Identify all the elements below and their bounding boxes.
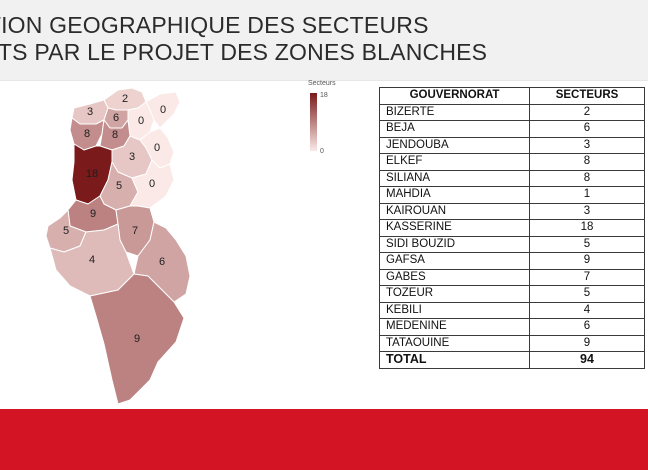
- secteurs-cell: 5: [529, 285, 645, 303]
- gouvernorat-cell: ELKEF: [379, 153, 530, 171]
- region-value-label: 3: [87, 106, 93, 118]
- table-row: MAHDIA 1: [379, 186, 645, 204]
- table-body: BIZERTE 2 BEJA 6 JENDOUBA 3 ELKEF 8 SILIANA 8 MAHD…: [379, 103, 645, 352]
- region-value-label: 6: [113, 112, 119, 124]
- table-row: JENDOUBA 3: [379, 136, 645, 154]
- slide-header: TITION GEOGRAPHIQUE DES SECTEURS ERTS PA…: [0, 0, 648, 80]
- region-value-label: 3: [129, 151, 135, 163]
- table-row: KAIROUAN 3: [379, 202, 645, 220]
- tunisia-choropleth-map: 2 6 3 8 8 0 0 0 3 18 5 0 9 5 7 4 6 9 Secteurs 18 0: [0, 80, 376, 410]
- legend-min-label: 0: [320, 148, 324, 155]
- table-row: KEBILI 4: [379, 301, 645, 319]
- gouvernorat-cell: TATAOUINE: [379, 334, 530, 352]
- legend-max-label: 18: [320, 92, 328, 99]
- region-value-label: 0: [160, 104, 166, 116]
- table-row: MEDENINE 6: [379, 318, 645, 336]
- table-header-row: GOUVERNORAT SECTEURS: [379, 87, 645, 105]
- title-line-1: TITION GEOGRAPHIQUE DES SECTEURS: [0, 12, 429, 38]
- gouvernorat-cell: BIZERTE: [379, 103, 530, 121]
- slide-title: TITION GEOGRAPHIQUE DES SECTEURS ERTS PA…: [0, 12, 487, 66]
- region-value-label: 6: [159, 256, 165, 268]
- secteurs-table: GOUVERNORAT SECTEURS BIZERTE 2 BEJA 6 JENDOU…: [379, 87, 645, 369]
- table-row: SILIANA 8: [379, 169, 645, 187]
- secteurs-cell: 9: [529, 252, 645, 270]
- region-tataouine[interactable]: [89, 273, 185, 405]
- secteurs-cell: 6: [529, 318, 645, 336]
- gouvernorat-cell: MEDENINE: [379, 318, 530, 336]
- column-header-gouvernorat: GOUVERNORAT: [379, 87, 530, 105]
- region-sfax[interactable]: [129, 159, 175, 209]
- table-row: ELKEF 8: [379, 153, 645, 171]
- region-elkef[interactable]: [69, 117, 105, 151]
- header-divider: [0, 80, 648, 81]
- secteurs-cell: 3: [529, 202, 645, 220]
- gouvernorat-cell: SIDI BOUZID: [379, 235, 530, 253]
- table-row: BIZERTE 2: [379, 103, 645, 121]
- region-value-label: 8: [84, 128, 90, 140]
- table-total-row: TOTAL 94: [379, 351, 645, 369]
- region-value-label: 4: [89, 254, 95, 266]
- region-value-label: 18: [86, 168, 98, 180]
- map-legend: Secteurs 18 0: [308, 80, 336, 155]
- title-line-2: ERTS PAR LE PROJET DES ZONES BLANCHES: [0, 39, 488, 65]
- secteurs-cell: 18: [529, 219, 645, 237]
- gouvernorat-cell: MAHDIA: [379, 186, 530, 204]
- secteurs-cell: 2: [529, 103, 645, 121]
- table-row: GABES 7: [379, 268, 645, 286]
- region-value-label: 2: [122, 93, 128, 105]
- column-header-secteurs: SECTEURS: [529, 87, 645, 105]
- secteurs-cell: 8: [529, 153, 645, 171]
- gouvernorat-cell: KAIROUAN: [379, 202, 530, 220]
- footer-band: [0, 409, 648, 470]
- region-value-label: 8: [112, 129, 118, 141]
- gouvernorat-cell: GABES: [379, 268, 530, 286]
- total-label: TOTAL: [379, 351, 530, 369]
- region-value-label: 5: [116, 180, 122, 192]
- gouvernorat-cell: KASSERINE: [379, 219, 530, 237]
- table-row: TOZEUR 5: [379, 285, 645, 303]
- table-row: SIDI BOUZID 5: [379, 235, 645, 253]
- region-value-label: 5: [63, 225, 69, 237]
- table-row: BEJA 6: [379, 120, 645, 138]
- secteurs-cell: 4: [529, 301, 645, 319]
- region-value-label: 0: [138, 115, 144, 127]
- secteurs-cell: 1: [529, 186, 645, 204]
- legend-title: Secteurs: [308, 80, 336, 87]
- secteurs-cell: 5: [529, 235, 645, 253]
- secteurs-cell: 8: [529, 169, 645, 187]
- table-row: GAFSA 9: [379, 252, 645, 270]
- region-value-label: 0: [154, 142, 160, 154]
- secteurs-cell: 3: [529, 136, 645, 154]
- secteurs-cell: 7: [529, 268, 645, 286]
- secteurs-cell: 6: [529, 120, 645, 138]
- legend-gradient-bar: [310, 93, 317, 151]
- table-row: TATAOUINE 9: [379, 334, 645, 352]
- gouvernorat-cell: GAFSA: [379, 252, 530, 270]
- gouvernorat-cell: BEJA: [379, 120, 530, 138]
- gouvernorat-cell: SILIANA: [379, 169, 530, 187]
- secteurs-cell: 9: [529, 334, 645, 352]
- region-value-label: 9: [134, 333, 140, 345]
- region-kebili[interactable]: [49, 223, 135, 297]
- table-row: KASSERINE 18: [379, 219, 645, 237]
- map-regions: [45, 87, 191, 405]
- gouvernorat-cell: JENDOUBA: [379, 136, 530, 154]
- region-value-label: 9: [90, 208, 96, 220]
- total-value: 94: [529, 351, 645, 369]
- region-value-label: 0: [149, 178, 155, 190]
- gouvernorat-cell: TOZEUR: [379, 285, 530, 303]
- region-value-label: 7: [132, 225, 138, 237]
- gouvernorat-cell: KEBILI: [379, 301, 530, 319]
